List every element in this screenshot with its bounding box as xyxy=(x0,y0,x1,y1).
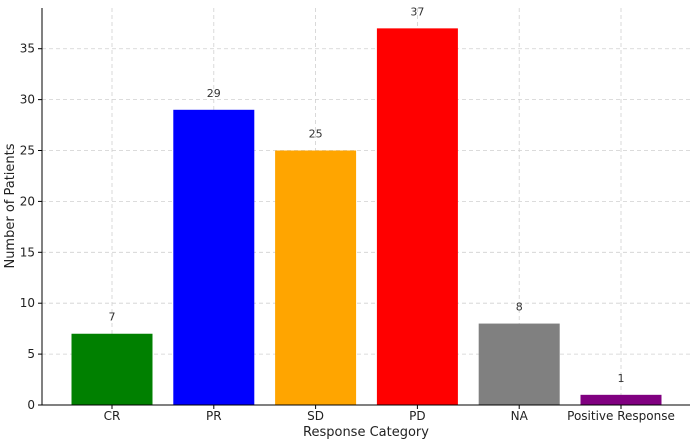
y-axis-title: Number of Patients xyxy=(3,143,18,268)
y-tick-label: 20 xyxy=(20,194,35,208)
y-tick-label: 5 xyxy=(27,347,35,361)
x-axis-title: Response Category xyxy=(303,425,429,440)
bar-value-label: 8 xyxy=(516,301,523,314)
bar-na xyxy=(478,323,560,405)
bar-value-label: 29 xyxy=(207,87,221,100)
y-tick-label: 35 xyxy=(20,42,35,56)
bar-cr xyxy=(71,333,153,405)
x-ticks: CR PR SD PD NA Positive Response xyxy=(104,405,675,423)
y-tick-label: 30 xyxy=(20,93,35,107)
bar-sd xyxy=(275,150,357,405)
y-tick-label: 10 xyxy=(20,296,35,310)
bar-value-label: 7 xyxy=(109,311,116,324)
bar-value-label: 25 xyxy=(309,128,323,141)
bar-positive-response xyxy=(580,394,662,405)
bar-value-labels: 7 29 25 37 8 1 xyxy=(109,5,625,384)
bar-value-label: 37 xyxy=(410,5,424,18)
axes xyxy=(41,8,690,406)
bars xyxy=(71,28,662,406)
y-tick-label: 25 xyxy=(20,144,35,158)
y-tick-label: 15 xyxy=(20,245,35,259)
bar-pr xyxy=(173,109,255,406)
bar-value-label: 1 xyxy=(618,372,625,385)
x-tick-label: PD xyxy=(409,409,425,423)
x-tick-label: NA xyxy=(511,409,529,423)
bar-pd xyxy=(376,28,458,405)
x-tick-label: Positive Response xyxy=(567,409,675,423)
x-tick-label: CR xyxy=(104,409,121,423)
y-tick-label: 0 xyxy=(27,398,35,412)
y-ticks: 0 5 10 15 20 25 30 35 xyxy=(20,42,42,412)
x-tick-label: SD xyxy=(307,409,324,423)
x-tick-label: PR xyxy=(206,409,222,423)
